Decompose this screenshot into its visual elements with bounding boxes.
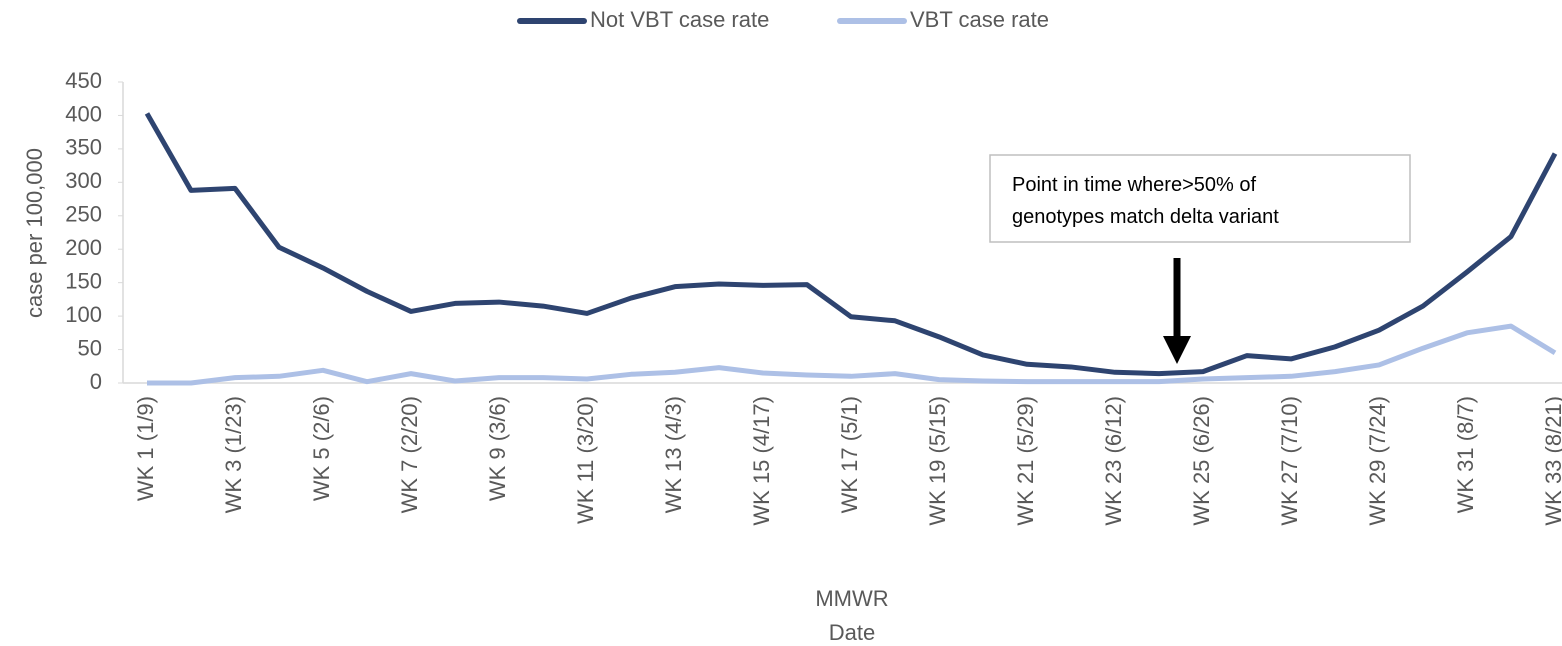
x-tick-label: WK 21 (5/29) [1013, 396, 1038, 526]
x-tick-label: WK 19 (5/15) [925, 396, 950, 526]
series-line [144, 112, 1558, 377]
x-tick-label: WK 27 (7/10) [1277, 396, 1302, 526]
series-line [147, 323, 1557, 386]
y-tick-label: 50 [78, 335, 102, 360]
x-tick-label: WK 3 (1/23) [221, 396, 246, 513]
y-axis-title: case per 100,000 [22, 148, 47, 318]
x-tick-label: WK 5 (2/6) [309, 396, 334, 501]
x-tick-label: WK 31 (8/7) [1453, 396, 1478, 513]
x-tick-label: WK 23 (6/12) [1101, 396, 1126, 526]
x-tick-label: WK 9 (3/6) [485, 396, 510, 501]
legend-label: VBT case rate [910, 7, 1049, 32]
x-tick-label: WK 15 (4/17) [749, 396, 774, 526]
x-tick-label: WK 29 (7/24) [1365, 396, 1390, 526]
y-tick-label: 300 [65, 168, 102, 193]
annotation-text: Point in time where>50% of [1012, 174, 1256, 196]
x-axis-title: Date [829, 620, 875, 645]
x-axis-title: MMWR [815, 586, 888, 611]
x-tick-label: WK 1 (1/9) [133, 396, 158, 501]
y-tick-label: 400 [65, 101, 102, 126]
x-tick-label: WK 13 (4/3) [661, 396, 686, 513]
annotation-box [989, 154, 1411, 243]
x-tick-label: WK 33 (8/21) [1541, 396, 1562, 526]
x-tick-label: WK 7 (2/20) [397, 396, 422, 513]
y-tick-label: 200 [65, 235, 102, 260]
y-tick-label: 150 [65, 268, 102, 293]
y-tick-label: 450 [65, 68, 102, 93]
annotation-text: genotypes match delta variant [1012, 206, 1279, 228]
x-tick-label: WK 17 (5/1) [837, 396, 862, 513]
y-tick-label: 100 [65, 302, 102, 327]
legend-label: Not VBT case rate [590, 7, 769, 32]
y-tick-label: 250 [65, 202, 102, 227]
arrow-head [1163, 336, 1191, 364]
y-tick-label: 350 [65, 135, 102, 160]
x-tick-label: WK 11 (3/20) [573, 396, 598, 524]
x-tick-label: WK 25 (6/26) [1189, 396, 1214, 526]
y-tick-label: 0 [90, 369, 102, 394]
